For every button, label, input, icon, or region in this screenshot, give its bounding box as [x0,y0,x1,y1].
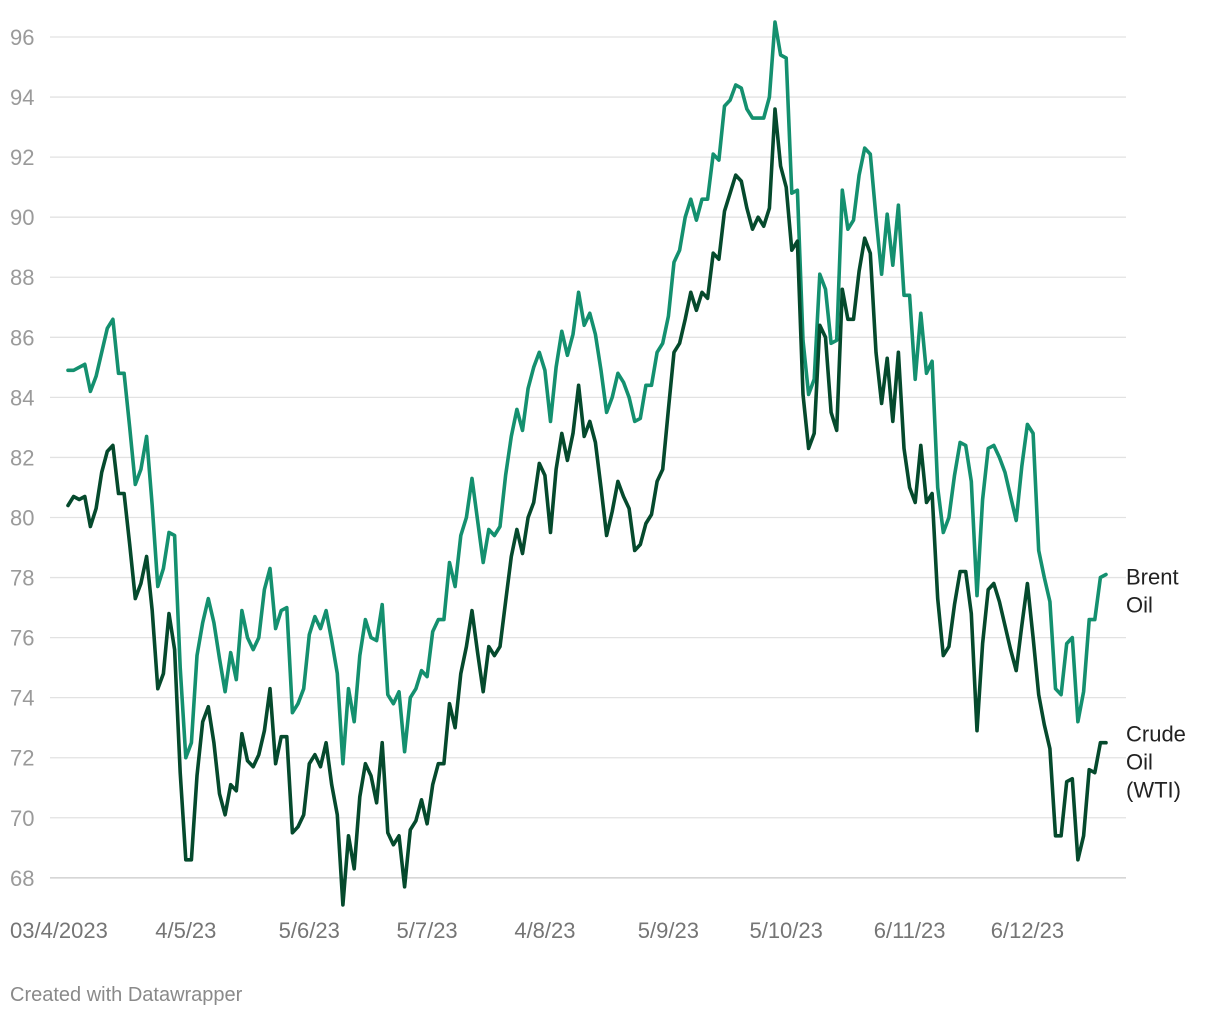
series-label-brent: Brent [1126,565,1179,590]
credit-text: Created with Datawrapper [10,984,243,1006]
y-tick-label: 92 [10,145,34,170]
x-tick-label: 4/5/23 [155,918,216,943]
series-group [66,20,1108,907]
y-tick-label: 86 [10,325,34,350]
y-tick-label: 76 [10,626,34,651]
y-tick-label: 80 [10,505,34,530]
series-label-wti: Oil [1126,750,1153,775]
x-tick-label: 5/10/23 [749,918,822,943]
y-tick-label: 72 [10,746,34,771]
y-tick-label: 82 [10,445,34,470]
series-label-wti: (WTI) [1126,778,1181,803]
series-label-wti: Crude [1126,722,1186,747]
y-tick-label: 84 [10,385,34,410]
y-tick-label: 74 [10,686,34,711]
y-tick-label: 70 [10,806,34,831]
y-tick-label: 96 [10,25,34,50]
x-tick-label: 4/8/23 [514,918,575,943]
y-axis: 68 70 72 74 76 78 80 82 84 86 88 90 92 94 96 [10,25,34,891]
series-labels: Brent Oil Crude Oil (WTI) [1126,565,1186,803]
x-tick-label: 5/7/23 [397,918,458,943]
y-tick-label: 94 [10,85,34,110]
series-line-brent [66,20,1108,766]
y-tick-label: 68 [10,866,34,891]
x-tick-label: 6/11/23 [874,918,946,943]
x-tick-label: 6/12/23 [991,918,1064,943]
series-label-brent: Oil [1126,593,1153,618]
x-tick-label: 5/6/23 [279,918,340,943]
series-line-wti [66,107,1108,907]
y-tick-label: 78 [10,566,34,591]
x-tick-label: 5/9/23 [638,918,699,943]
line-chart: 68 70 72 74 76 78 80 82 84 86 88 90 92 94 96 03/4/2023… [10,20,1186,943]
y-tick-label: 90 [10,205,34,230]
x-tick-label: 03/4/2023 [10,918,108,943]
grid [50,36,1126,879]
x-axis: 03/4/2023 4/5/23 5/6/23 5/7/23 4/8/23 5/9/23 5… [10,918,1064,943]
y-tick-label: 88 [10,265,34,290]
